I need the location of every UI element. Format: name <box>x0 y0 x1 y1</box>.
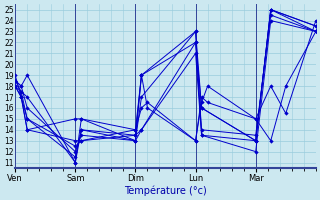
X-axis label: Température (°c): Température (°c) <box>124 185 207 196</box>
